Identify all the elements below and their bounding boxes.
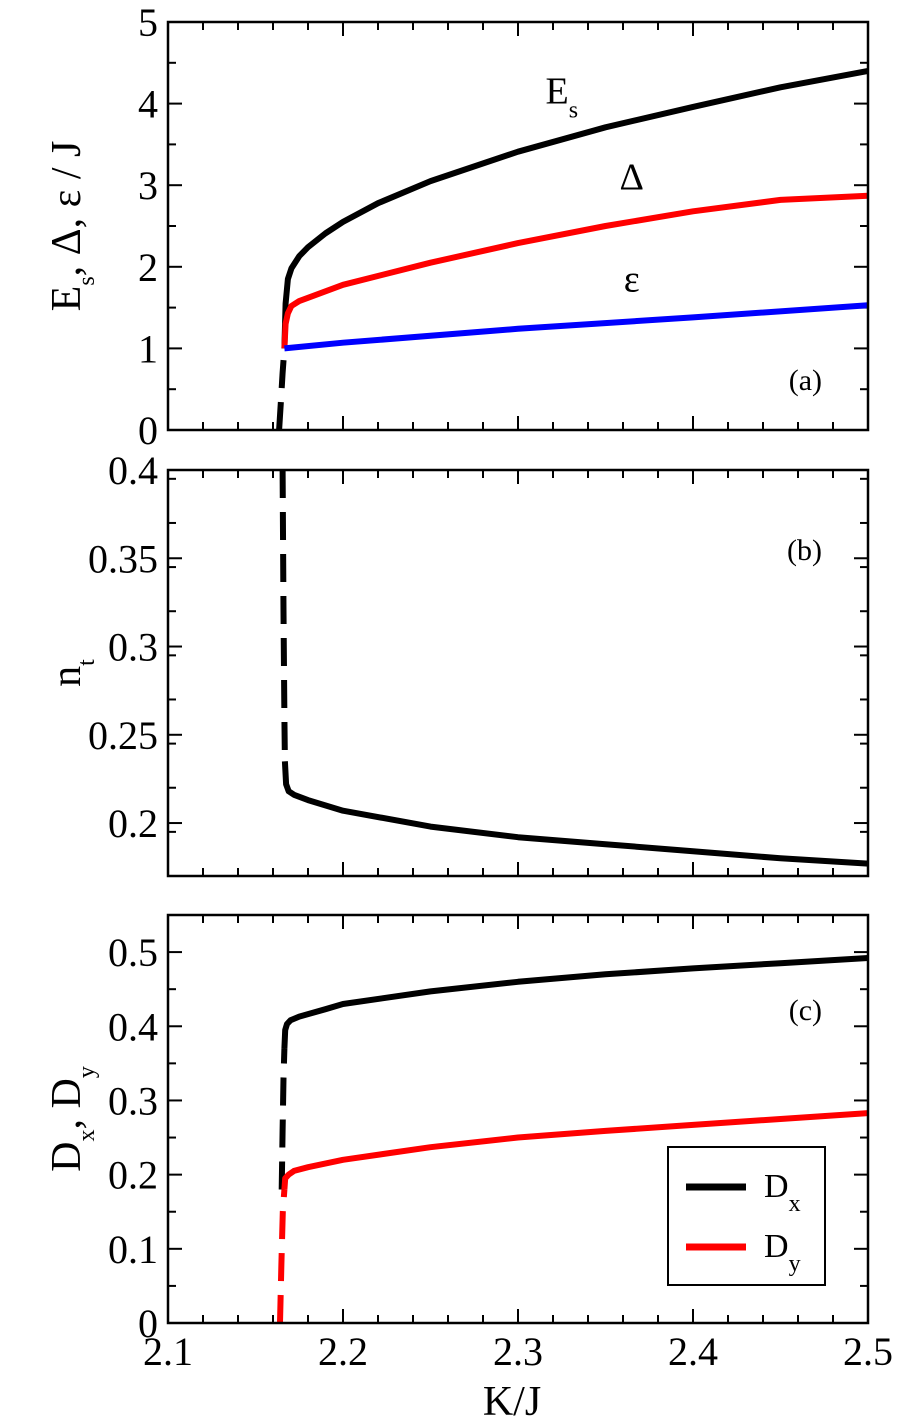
y-axis-title: nt	[44, 659, 100, 687]
text-part: Δ	[620, 156, 644, 198]
y-tick-label: 0.5	[108, 930, 158, 975]
series-line-3	[281, 1110, 868, 1190]
panel-label: (a)	[789, 364, 822, 397]
text-part: D	[764, 1228, 789, 1265]
y-tick-label: 4	[138, 82, 158, 127]
y-tick-label: 0	[138, 408, 158, 453]
y-axis-title: Es, Δ, ε / J	[44, 141, 100, 312]
y-tick-label: 5	[138, 0, 158, 45]
series-line-3	[284, 302, 868, 352]
series-group	[276, 68, 868, 430]
legend-label: Dy	[764, 1228, 801, 1277]
series-line-0	[278, 1048, 288, 1190]
y-tick-label: 0.3	[108, 625, 158, 670]
x-axis-title: K/J	[483, 1379, 541, 1425]
text-part: D	[44, 1142, 90, 1172]
y-tick-label: 0.4	[108, 448, 158, 493]
x-tick-label: 2.3	[493, 1329, 543, 1374]
y-tick-label: 0.25	[88, 713, 158, 758]
plot-frame	[166, 468, 870, 878]
text-part: E	[545, 71, 568, 113]
y-tick-label: 0.2	[108, 1153, 158, 1198]
series-group	[279, 470, 868, 867]
panel-label: (b)	[787, 534, 822, 567]
y-tick-label: 0.3	[108, 1078, 158, 1123]
panel-c: 00.10.20.30.40.5(c)Dx, Dy2.1 2.2 2.3 2.4 2.5…	[44, 913, 893, 1425]
text-part: , Δ, ε / J	[44, 141, 90, 277]
subscript: x	[789, 1191, 801, 1217]
y-tick-label: 1	[138, 326, 158, 371]
y-tick-label: 0	[138, 1301, 158, 1346]
series-line-2	[281, 192, 868, 349]
y-axis-title-group: nt	[44, 659, 100, 687]
subscript: y	[74, 1066, 100, 1078]
y-axis-title-group: Es, Δ, ε / J	[44, 141, 100, 312]
x-tick-label: 2.1	[143, 1329, 193, 1374]
legend-box	[667, 1146, 826, 1286]
series-line-2	[277, 1189, 288, 1323]
panel-b: 0.2 0.25 0.3 0.35 0.4 (b) nt	[44, 448, 870, 878]
plot-frame	[166, 913, 870, 1325]
curve-annotation: Δ	[620, 156, 644, 198]
series-line-1	[281, 761, 868, 867]
text-part: n	[44, 666, 90, 687]
x-tick-label: 2.5	[843, 1329, 893, 1374]
series-line-0	[279, 470, 288, 762]
y-tick-label: 3	[138, 163, 158, 208]
y-axis-title-group: Dx, Dy	[44, 1066, 100, 1172]
x-tick-label: 2.2	[318, 1329, 368, 1374]
y-tick-label: 0.4	[108, 1004, 158, 1049]
y-tick-label: 0.2	[108, 801, 158, 846]
text-part: ε	[624, 258, 640, 300]
y-axis-title: Dx, Dy	[44, 1066, 100, 1172]
y-tick-label: 0.35	[88, 536, 158, 581]
x-tick-label: 2.4	[668, 1329, 718, 1374]
text-part: , D	[44, 1078, 90, 1129]
y-tick-label: 0.1	[108, 1227, 158, 1272]
subscript: s	[569, 98, 578, 124]
text-part: E	[44, 286, 90, 312]
subscript: x	[74, 1130, 100, 1142]
series-line-1	[276, 348, 288, 430]
subscript: t	[74, 659, 100, 666]
plot-frame	[166, 20, 870, 432]
text-part: D	[764, 1168, 789, 1205]
subscript: y	[789, 1251, 801, 1277]
curve-annotation: Es	[545, 71, 578, 124]
series-line-1	[281, 955, 868, 1049]
curve-annotation: ε	[624, 258, 640, 300]
panel-label: (c)	[789, 994, 822, 1027]
series-group	[277, 955, 868, 1323]
legend-label: Dx	[764, 1168, 801, 1217]
y-tick-label: 2	[138, 245, 158, 290]
series-line-0	[281, 68, 868, 349]
subscript: s	[74, 276, 100, 285]
